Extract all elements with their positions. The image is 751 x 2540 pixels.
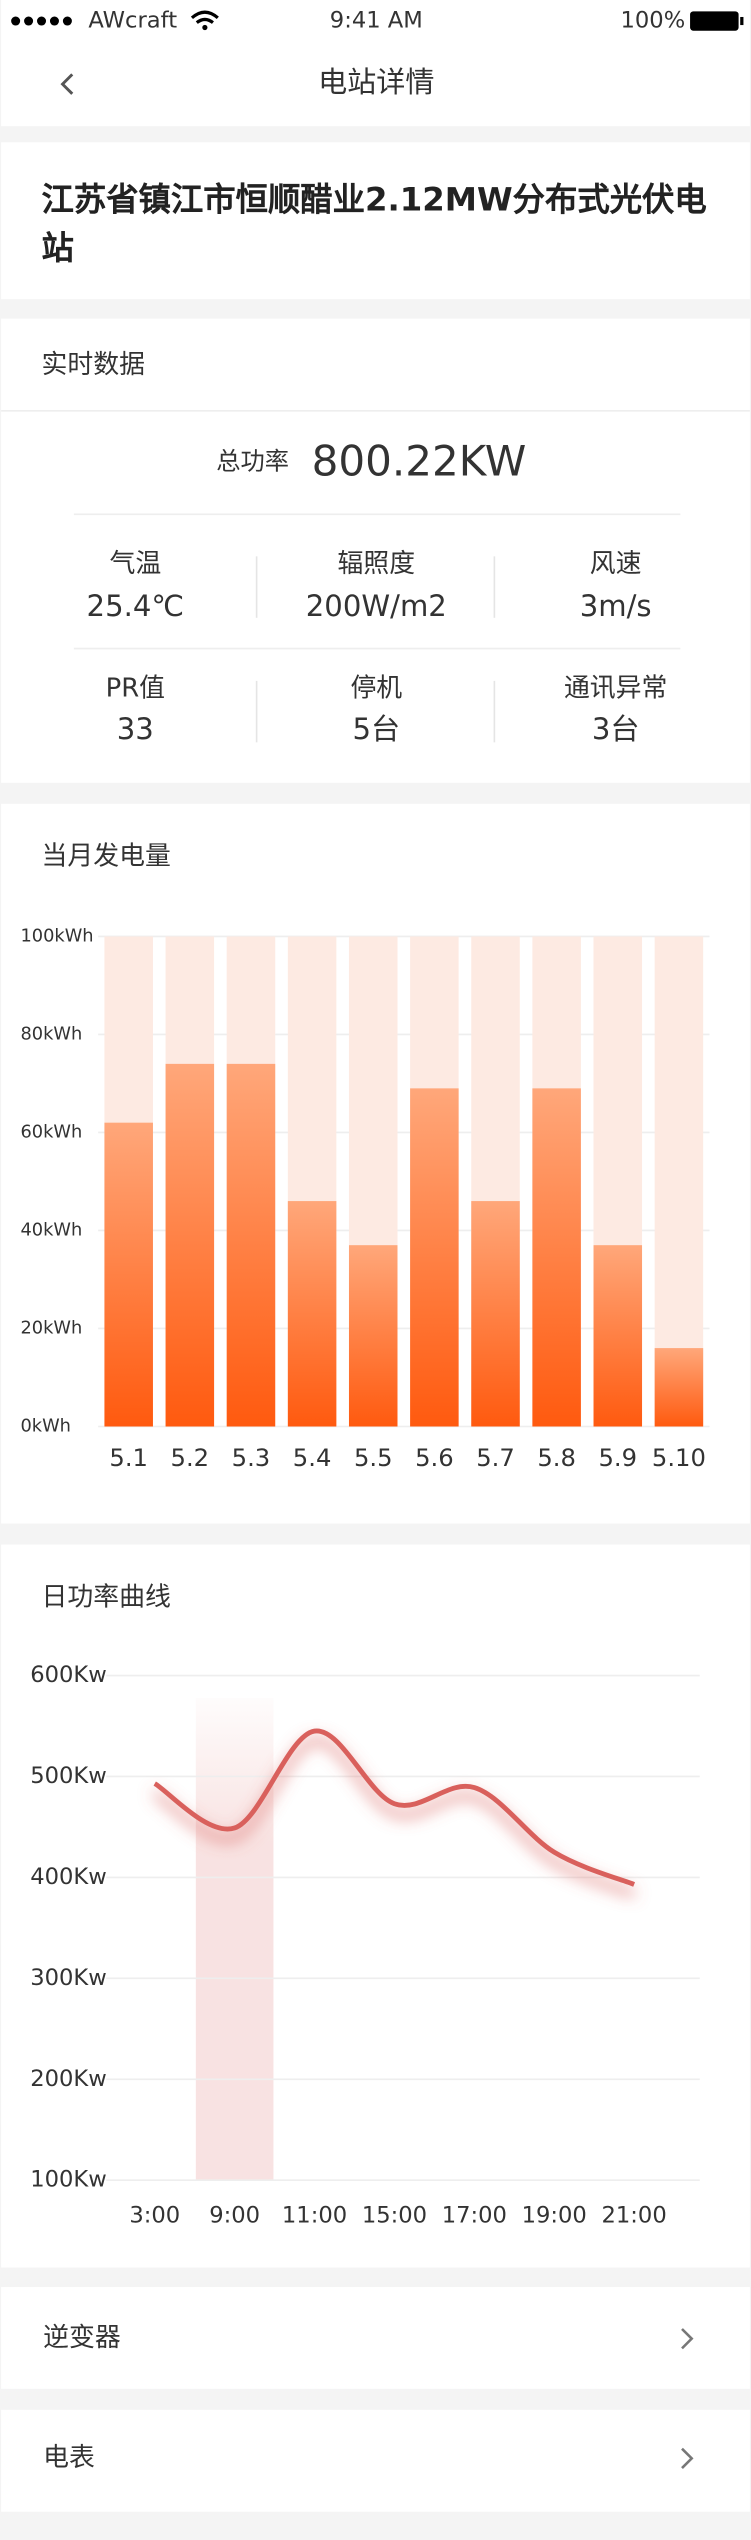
x-tick-label: 17:00 [442, 2202, 507, 2228]
x-tick-label: 3:00 [129, 2202, 180, 2228]
bar [593, 1245, 643, 1427]
y-tick-label: 200Kw [30, 2066, 107, 2092]
x-tick-label: 5.4 [293, 1443, 332, 1472]
menu-label: 逆变器 [43, 2323, 121, 2353]
x-tick-label: 5.6 [415, 1443, 454, 1472]
y-tick-label: 20kWh [20, 1317, 82, 1338]
highlight-band [195, 1698, 274, 2181]
metric-label: 气温 [109, 549, 161, 579]
section-title: 实时数据 [42, 350, 145, 380]
x-tick-label: 5.1 [109, 1443, 148, 1472]
y-tick-label: 80kWh [20, 1023, 82, 1044]
bar [410, 1088, 459, 1427]
page-title: 电站详情 [318, 65, 434, 99]
metric-value: 5台 [352, 712, 400, 746]
x-tick-label: 5.10 [652, 1443, 706, 1472]
back-button[interactable] [60, 73, 74, 95]
bar [226, 1063, 276, 1427]
x-tick-label: 5.5 [354, 1443, 393, 1472]
y-tick-label: 0kWh [20, 1416, 70, 1437]
battery-tip [740, 16, 744, 26]
clock: 9:41 AM [330, 8, 423, 34]
metric-label: PR值 [106, 673, 165, 703]
metric-value: 25.4℃ [87, 589, 185, 623]
signal [11, 16, 72, 26]
bar [287, 1201, 337, 1427]
bar [471, 1201, 520, 1427]
bar [104, 1122, 153, 1427]
section-title: 当月发电量 [42, 842, 171, 872]
x-tick-label: 15:00 [362, 2202, 427, 2228]
chevron [681, 2328, 694, 2350]
station-card [1, 142, 750, 300]
metric-value: 200W/m2 [306, 589, 447, 623]
carrier: AWcraft [88, 8, 177, 34]
x-tick-label: 21:00 [602, 2202, 667, 2228]
y-tick-label: 600Kw [30, 1662, 107, 1688]
wifi-icon [190, 10, 219, 24]
y-tick-label: 60kWh [20, 1121, 82, 1142]
y-tick-label: 400Kw [30, 1864, 107, 1890]
x-tick-label: 5.9 [598, 1443, 637, 1472]
station-name-box: 江苏省镇江市恒顺醋业2.12MW分布式光伏电站 [41, 179, 707, 267]
x-tick-label: 11:00 [282, 2202, 347, 2228]
wifi-dot [202, 24, 208, 31]
line-card [1, 1544, 750, 2268]
y-tick-label: 500Kw [30, 1763, 107, 1789]
x-tick-label: 5.3 [232, 1443, 271, 1472]
battery-text: 100% [621, 8, 686, 34]
section-title: 日功率曲线 [42, 1582, 171, 1612]
menu-row[interactable] [1, 2286, 750, 2389]
metric-label: 辐照度 [338, 549, 416, 579]
y-tick-label: 100kWh [20, 925, 93, 946]
y-tick-label: 100Kw [30, 2167, 107, 2193]
chevron [681, 2447, 694, 2469]
station-name: 江苏省镇江市恒顺醋业2.12MW分布式光伏电站 [41, 179, 707, 267]
x-tick-label: 9:00 [209, 2202, 260, 2228]
column-dividers [255, 556, 496, 743]
x-tick-label: 5.2 [171, 1443, 210, 1472]
bar [532, 1088, 581, 1427]
bar [348, 1245, 398, 1427]
line-series [153, 1728, 636, 1887]
metric-value: 3m/s [580, 589, 652, 623]
battery-icon [690, 11, 739, 31]
total-value: 800.22KW [312, 437, 527, 486]
bar [165, 1063, 215, 1427]
y-tick-label: 40kWh [20, 1219, 82, 1240]
metric-value: 3台 [592, 712, 640, 746]
x-tick-label: 5.8 [537, 1443, 576, 1472]
menu-label: 电表 [43, 2443, 95, 2473]
bar-background [654, 936, 704, 1427]
metric-value: 33 [117, 712, 154, 746]
x-tick-label: 19:00 [522, 2202, 587, 2228]
total-label: 总功率 [216, 447, 289, 476]
top-bar [1, 0, 750, 127]
realtime-card [1, 318, 750, 783]
metric-label: 风速 [590, 549, 642, 579]
bar [654, 1348, 704, 1427]
metric-label: 通讯异常 [564, 673, 667, 703]
y-tick-label: 300Kw [30, 1965, 107, 1991]
x-tick-label: 5.7 [476, 1443, 515, 1472]
metric-label: 停机 [350, 673, 402, 703]
menu-row[interactable] [1, 2409, 750, 2512]
